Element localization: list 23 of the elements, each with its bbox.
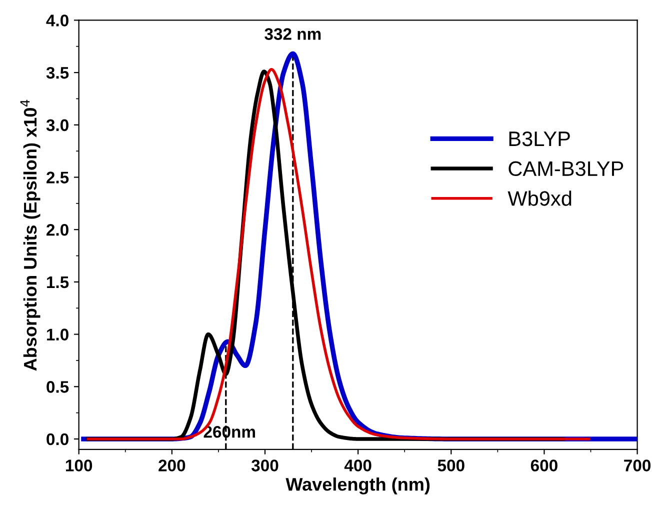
x-tick-label: 500 [438,460,464,472]
legend-label: Wb9xd [508,190,572,206]
ref-line-label: 260nm [204,426,255,438]
legend-label: B3LYP [509,131,570,146]
y-tick-label: 3.0 [46,119,68,132]
x-tick-label: 300 [251,460,278,472]
y-tick-label: 2.0 [46,224,68,236]
y-axis-title: Absorption Units (Epsilon) x10$^{4}$ [20,100,40,371]
y-tick-label: 1.5 [47,276,69,288]
x-tick-label: 600 [530,460,558,472]
y-tick-label: 0.0 [46,433,68,446]
y-tick-label: 3.5 [46,66,69,79]
x-tick-label: 200 [158,460,186,472]
x-tick-label: 700 [624,460,651,472]
x-axis-title: Wavelength (nm) [286,477,430,494]
legend-label: CAM-B3LYP [508,161,624,176]
y-tick-label: 4.0 [46,14,68,26]
y-tick-label: 2.5 [46,172,69,184]
x-tick-label: 400 [344,460,372,472]
y-tick-label: 1.0 [47,328,68,340]
x-tick-label: 100 [66,460,92,472]
ref-line-label: 332 nm [264,28,321,40]
y-tick-label: 0.5 [46,381,69,393]
